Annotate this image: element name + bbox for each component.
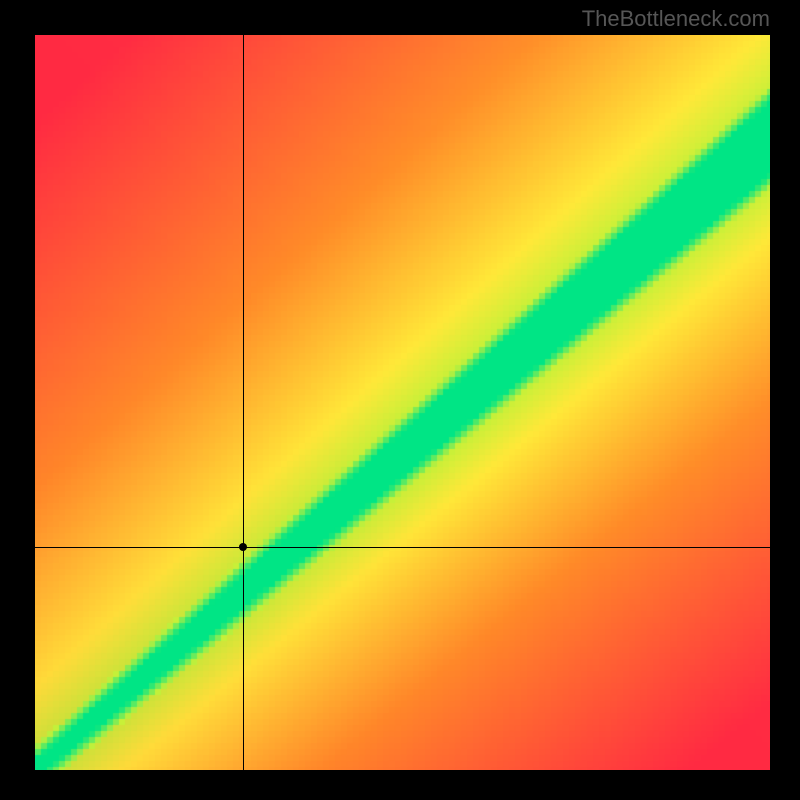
watermark-text: TheBottleneck.com	[582, 6, 770, 32]
heatmap-canvas	[35, 35, 770, 770]
crosshair-marker	[239, 543, 247, 551]
crosshair-vertical	[243, 35, 244, 770]
crosshair-horizontal	[35, 547, 770, 548]
heatmap-chart	[35, 35, 770, 770]
